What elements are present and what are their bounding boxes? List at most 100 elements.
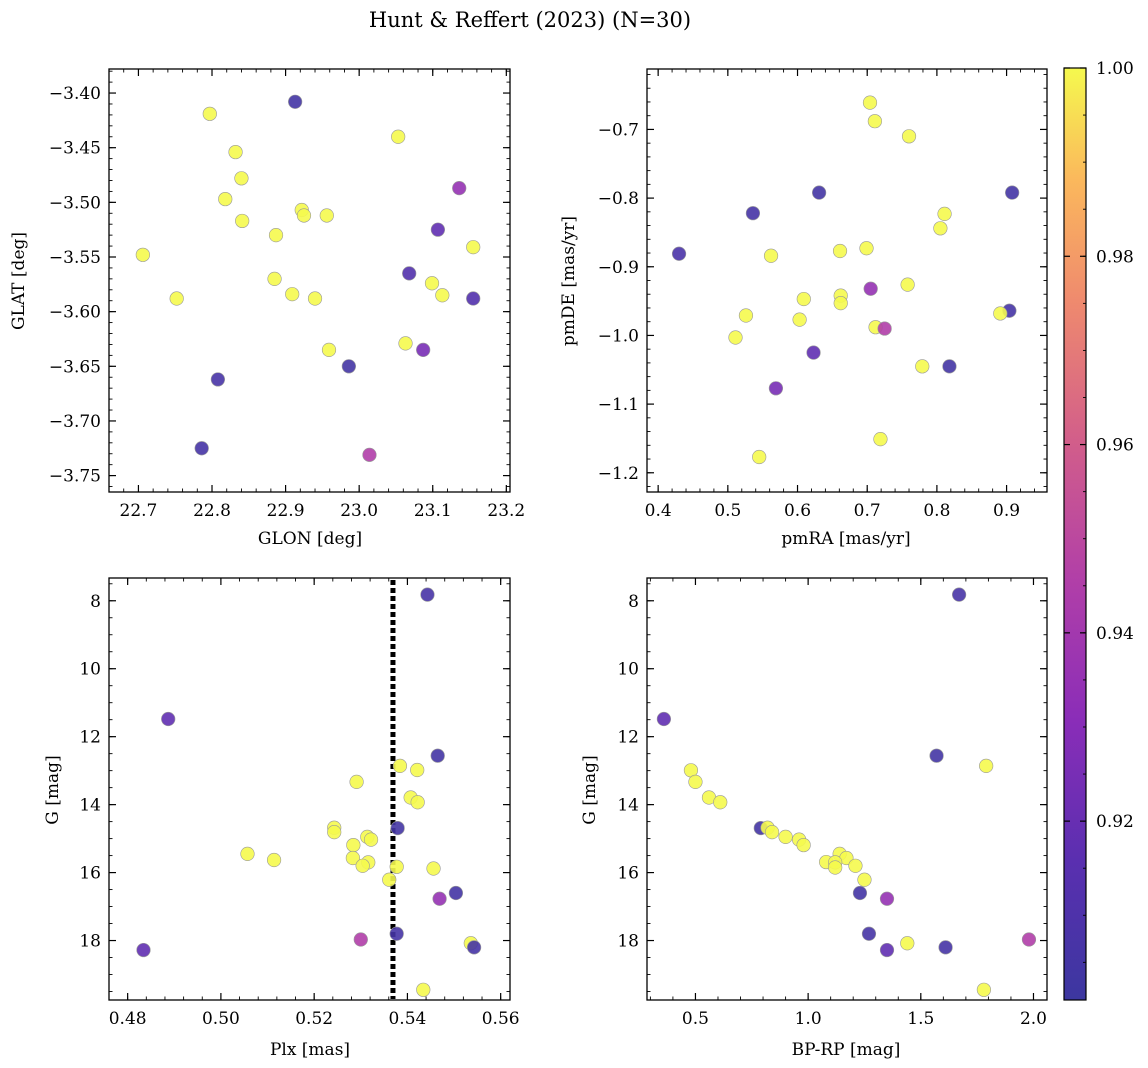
data-point — [398, 336, 413, 351]
y-tick-label: −3.55 — [49, 248, 101, 268]
data-point — [745, 206, 761, 221]
x-tick-label: 0.56 — [482, 1009, 520, 1029]
data-point — [764, 825, 780, 840]
data-point — [161, 711, 176, 727]
y-tick-label: −0.9 — [598, 258, 639, 278]
y-tick-label: −3.50 — [49, 193, 101, 213]
data-point — [424, 276, 440, 291]
y-tick-label: −1.0 — [598, 326, 639, 346]
data-point — [382, 872, 397, 887]
y-tick-label: −3.75 — [49, 467, 101, 487]
data-point — [688, 774, 703, 789]
data-point — [796, 291, 811, 307]
data-point — [135, 247, 150, 262]
data-point — [879, 891, 895, 906]
data-point — [426, 861, 441, 876]
y-tick-label: 12 — [617, 728, 639, 748]
data-point — [341, 359, 356, 374]
data-point — [410, 795, 425, 810]
data-point — [452, 181, 467, 196]
y-tick-label: 8 — [628, 592, 639, 612]
data-point — [353, 932, 368, 947]
data-point — [288, 94, 303, 109]
x-axis-label: BP-RP [mag] — [792, 1040, 901, 1060]
x-tick-label: 23.1 — [414, 501, 452, 521]
data-point — [833, 296, 848, 311]
data-point — [806, 345, 821, 360]
y-tick-label: −3.60 — [49, 303, 101, 323]
data-point — [828, 860, 843, 875]
x-tick-label: 22.8 — [193, 501, 231, 521]
y-tick-label: −3.65 — [49, 357, 101, 377]
x-tick-label: 0.5 — [682, 1009, 709, 1029]
data-point — [728, 330, 743, 345]
data-point — [877, 321, 892, 336]
data-point — [915, 359, 930, 374]
data-point — [796, 837, 811, 853]
data-point — [267, 271, 282, 286]
x-tick-label: 0.50 — [202, 1009, 240, 1029]
data-point — [389, 926, 404, 941]
x-tick-label: 0.52 — [295, 1009, 333, 1029]
x-tick-label: 0.4 — [645, 501, 672, 521]
data-point — [355, 858, 370, 873]
x-axis-label: pmRA [mas/yr] — [781, 529, 910, 549]
data-point — [307, 291, 323, 306]
data-point — [671, 246, 687, 261]
data-point — [812, 185, 827, 200]
y-tick-label: 12 — [79, 728, 101, 748]
figure-title: Hunt & Reffert (2023) (N=30) — [369, 8, 691, 32]
data-point — [391, 129, 406, 144]
data-point — [929, 748, 944, 763]
x-tick-label: 23.2 — [487, 501, 525, 521]
data-point — [228, 144, 243, 160]
data-point — [327, 825, 342, 840]
y-tick-label: −1.1 — [598, 395, 639, 415]
y-tick-label: 10 — [79, 660, 101, 680]
x-tick-label: 1.0 — [795, 1009, 822, 1029]
data-point — [466, 240, 481, 255]
data-point — [857, 872, 872, 887]
y-axis-label: G [mag] — [43, 755, 63, 824]
y-tick-label: 14 — [617, 796, 639, 816]
colorbar-tick-label: 0.96 — [1096, 436, 1134, 456]
axes-frame — [646, 577, 1048, 1001]
colorbar-tick-label: 0.98 — [1096, 247, 1134, 267]
data-point — [938, 940, 953, 955]
data-point — [432, 891, 447, 906]
panel-bprp-g: 0.5 1.0 1.5 2.0 8 10 12 14 16 18 BP-RP [mag] G [m… — [580, 577, 1048, 1060]
data-point — [466, 940, 482, 955]
data-point — [832, 243, 848, 259]
data-point — [792, 312, 807, 327]
y-axis-label: pmDE [mas/yr] — [559, 216, 579, 346]
data-point — [901, 129, 917, 144]
data-point — [435, 288, 450, 303]
y-axis-label: GLAT [deg] — [9, 232, 29, 330]
data-point — [976, 982, 992, 997]
x-tick-label: 0.9 — [993, 501, 1020, 521]
data-point — [169, 291, 184, 306]
colorbar-gradient — [1063, 67, 1087, 1001]
data-point — [362, 447, 377, 462]
data-point — [900, 277, 915, 292]
data-point — [430, 222, 445, 237]
data-point — [879, 942, 895, 958]
data-point — [202, 106, 217, 121]
data-point — [266, 852, 282, 868]
y-tick-label: −3.40 — [49, 84, 101, 104]
data-point — [268, 228, 284, 243]
data-point — [448, 885, 464, 901]
data-point — [392, 758, 408, 773]
data-point — [296, 208, 312, 223]
data-point — [416, 982, 431, 997]
data-point — [993, 306, 1008, 321]
y-tick-label: −0.8 — [598, 189, 639, 209]
panel-plx-g: 0.48 0.50 0.52 0.54 0.56 8 10 12 14 16 18 Plx [mas… — [43, 577, 520, 1060]
panel-pmra-pmde: 0.4 0.5 0.6 0.7 0.8 0.9 −1.2 −1.1 −1.0 −0.9 −0.8 −0… — [559, 68, 1048, 549]
data-point — [952, 587, 967, 602]
data-point — [389, 859, 404, 874]
y-tick-label: 16 — [617, 864, 639, 884]
data-point — [321, 342, 337, 358]
y-tick-label: 18 — [617, 932, 639, 952]
colorbar-tick-label: 0.92 — [1096, 812, 1134, 832]
